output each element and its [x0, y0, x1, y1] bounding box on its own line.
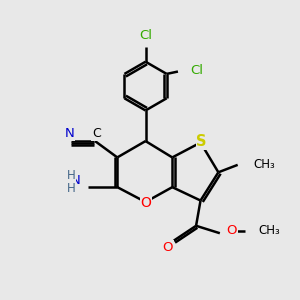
Text: H: H	[67, 182, 76, 195]
Text: N: N	[70, 174, 80, 187]
Text: H: H	[67, 169, 76, 182]
Text: C: C	[92, 127, 101, 140]
Text: O: O	[226, 224, 237, 237]
Text: CH₃: CH₃	[259, 224, 280, 237]
Text: CH₃: CH₃	[254, 158, 275, 171]
Text: N: N	[65, 127, 75, 140]
Text: O: O	[163, 241, 173, 254]
Text: O: O	[141, 196, 152, 210]
Text: S: S	[196, 134, 207, 149]
Text: Cl: Cl	[139, 29, 152, 42]
Text: Cl: Cl	[190, 64, 203, 77]
